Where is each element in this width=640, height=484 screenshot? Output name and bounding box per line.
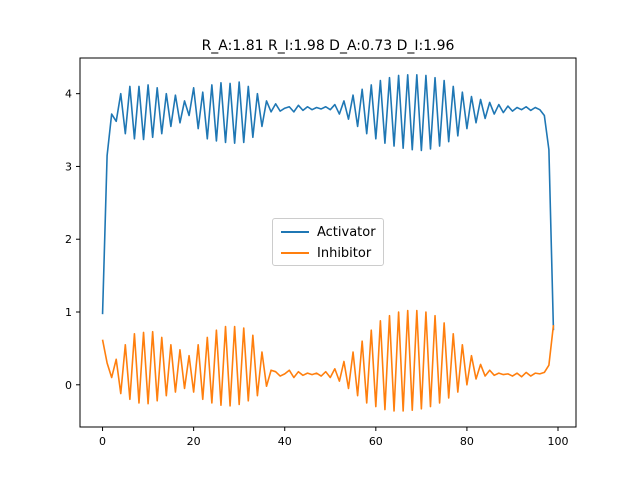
y-tick-label: 0	[65, 379, 72, 392]
x-tick-label: 80	[460, 435, 474, 448]
y-tick-label: 2	[65, 233, 72, 246]
legend-item-activator: Activator	[281, 222, 376, 242]
series-line-inhibitor	[101, 309, 555, 412]
x-axis: 0 20 40 60 80 100	[99, 427, 569, 448]
series-line-activator	[101, 73, 555, 331]
x-tick-label: 0	[99, 435, 106, 448]
x-tick-label: 60	[369, 435, 383, 448]
x-tick-label: 100	[548, 435, 569, 448]
legend-label-inhibitor: Inhibitor	[317, 245, 372, 261]
y-axis: 0 1 2 3 4	[65, 88, 80, 392]
legend-swatch-activator	[281, 231, 309, 233]
y-tick-label: 3	[65, 160, 72, 173]
y-tick-label: 4	[65, 88, 72, 101]
legend-swatch-inhibitor	[281, 252, 309, 254]
series-layer	[101, 73, 555, 412]
legend-label-activator: Activator	[317, 224, 376, 240]
x-tick-label: 20	[187, 435, 201, 448]
chart-title: R_A:1.81 R_I:1.98 D_A:0.73 D_I:1.96	[202, 38, 455, 54]
x-tick-label: 40	[278, 435, 292, 448]
y-tick-label: 1	[65, 306, 72, 319]
legend-item-inhibitor: Inhibitor	[281, 243, 371, 263]
legend: Activator Inhibitor	[272, 218, 384, 266]
